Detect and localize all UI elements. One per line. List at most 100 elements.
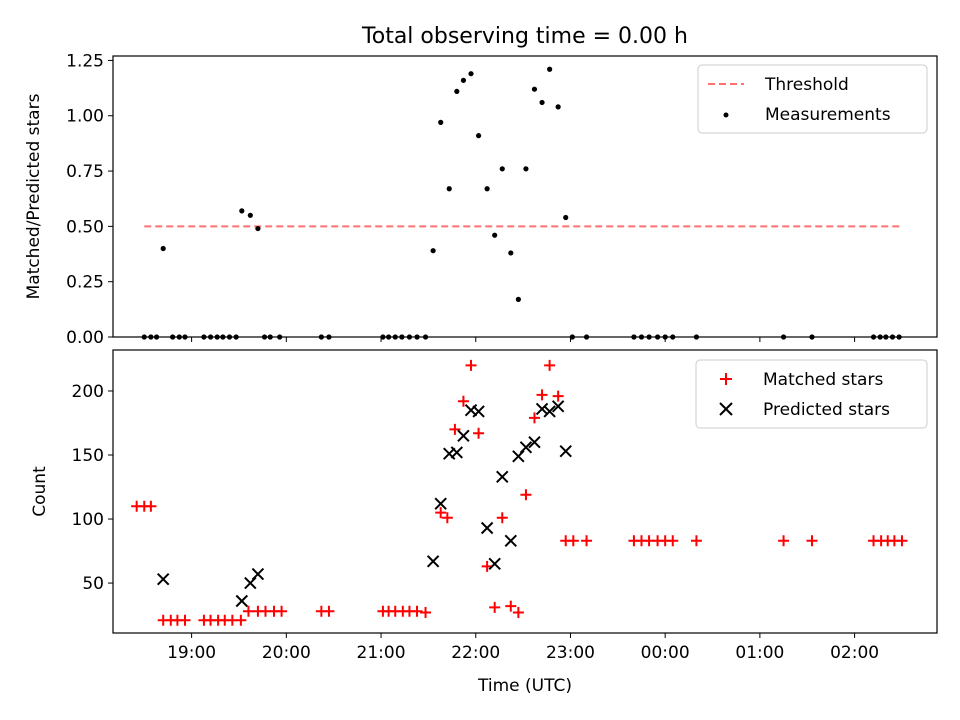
measurements-legend-swatch — [723, 112, 729, 118]
data-point — [519, 441, 533, 454]
top-ytick-label: 0.50 — [66, 217, 104, 237]
data-point — [434, 497, 447, 510]
data-point — [450, 446, 464, 459]
top-legend: Threshold Measurements — [697, 64, 928, 134]
data-point — [430, 248, 436, 254]
data-point — [690, 535, 702, 547]
data-point — [480, 521, 494, 535]
data-point — [426, 555, 440, 568]
bottom-ytick-label: 100 — [72, 510, 104, 530]
data-point — [552, 390, 564, 402]
data-point — [465, 359, 477, 371]
bottom-xtick-label: 23:00 — [546, 643, 595, 663]
top-ytick-label: 1.00 — [66, 107, 104, 127]
data-point — [520, 489, 532, 501]
data-point — [504, 534, 518, 548]
data-point — [508, 250, 514, 256]
matched-stars-series — [131, 359, 908, 626]
threshold-legend-label: Threshold — [764, 75, 849, 95]
data-point — [778, 535, 790, 547]
data-point — [543, 405, 556, 418]
data-point — [411, 605, 423, 617]
data-point — [505, 600, 517, 612]
bottom-xtick-label: 20:00 — [262, 643, 311, 663]
predicted-legend-label: Predicted stars — [763, 400, 890, 420]
data-point — [156, 573, 170, 586]
data-point — [145, 500, 157, 512]
bottom-xtick-label: 00:00 — [641, 643, 690, 663]
top-ytick-label: 0.25 — [66, 273, 104, 293]
data-point — [420, 607, 432, 619]
bottom-xtick-label: 01:00 — [735, 643, 784, 663]
data-point — [547, 66, 553, 72]
bottom-xtick-label: 22:00 — [451, 643, 500, 663]
data-point — [460, 77, 467, 83]
bottom-panel: 50 100 150 200 19:00 20:00 21:00 22:00 23:00 00:0… — [72, 349, 938, 663]
data-point — [472, 405, 485, 418]
data-point — [896, 535, 908, 547]
data-point — [449, 423, 461, 435]
bottom-panel-ylabel: Count — [30, 466, 50, 517]
top-panel-frame — [112, 55, 938, 338]
data-point — [276, 605, 288, 617]
data-point — [531, 86, 538, 92]
data-point — [438, 119, 444, 125]
data-point — [475, 133, 482, 139]
data-point — [457, 429, 470, 443]
predicted-stars-series — [156, 400, 572, 608]
data-point — [512, 607, 524, 619]
data-point — [544, 359, 556, 371]
top-ytick-label: 0.75 — [66, 162, 104, 182]
top-panel-title: Total observing time = 0.00 h — [361, 24, 688, 49]
bottom-panel-xlabel: Time (UTC) — [477, 676, 572, 696]
top-ytick-label: 0.00 — [66, 328, 104, 348]
data-point — [551, 400, 565, 413]
data-point — [555, 104, 561, 110]
bottom-ytick-label: 200 — [72, 382, 104, 402]
predicted-legend-swatch — [719, 402, 733, 416]
data-point — [179, 614, 191, 626]
bottom-legend: Matched stars Predicted stars — [695, 359, 928, 429]
matched-legend-label: Matched stars — [763, 370, 883, 390]
data-point — [160, 245, 166, 252]
data-point — [468, 71, 474, 77]
data-point — [535, 402, 549, 416]
data-point — [528, 435, 541, 449]
data-point — [488, 557, 501, 571]
data-point — [435, 507, 447, 519]
data-point — [323, 605, 335, 617]
bottom-xtick-label: 02:00 — [830, 643, 879, 663]
data-point — [496, 470, 509, 483]
bottom-panel-frame — [112, 349, 938, 634]
data-point — [563, 214, 569, 221]
data-point — [454, 88, 460, 95]
data-point — [235, 594, 249, 608]
data-point — [242, 605, 254, 617]
matched-legend-swatch — [720, 373, 732, 385]
data-point — [251, 567, 265, 581]
data-point — [239, 208, 245, 214]
data-point — [235, 614, 247, 626]
bottom-xtick-label: 21:00 — [357, 643, 406, 663]
top-panel-ylabel: Matched/Predicted stars — [24, 93, 44, 299]
data-point — [492, 232, 498, 238]
data-point — [499, 166, 505, 172]
data-point — [446, 186, 452, 192]
measurements-legend-label: Measurements — [765, 105, 891, 125]
data-point — [496, 512, 508, 524]
data-point — [489, 601, 501, 613]
data-point — [473, 427, 485, 439]
data-point — [255, 225, 261, 232]
data-point — [484, 186, 490, 192]
data-point — [515, 296, 521, 302]
bottom-xtick-label: 19:00 — [167, 643, 216, 663]
data-point — [539, 99, 545, 106]
data-point — [581, 535, 593, 547]
data-point — [806, 535, 818, 547]
bottom-ytick-label: 50 — [82, 574, 104, 594]
data-point — [247, 212, 253, 218]
data-point — [536, 389, 548, 401]
data-point — [523, 166, 529, 172]
data-point — [667, 535, 679, 547]
